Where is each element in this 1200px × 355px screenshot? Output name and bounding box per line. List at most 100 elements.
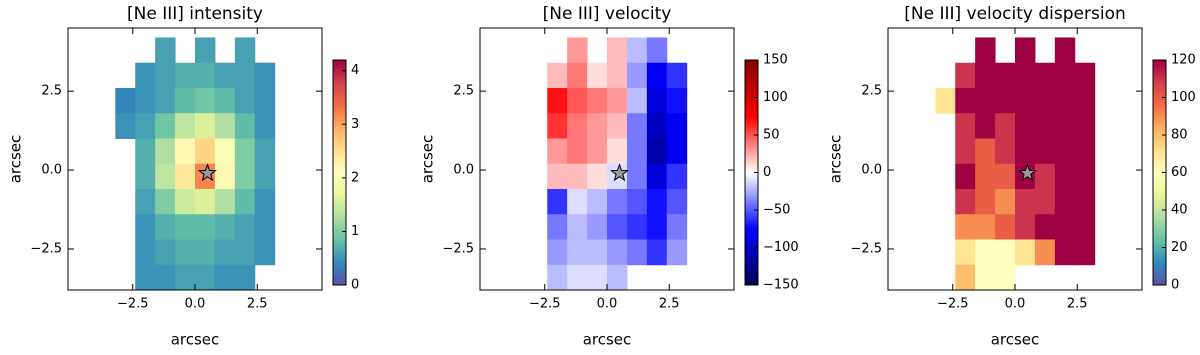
colorbar-segment [745,188,758,191]
colorbar-segment [745,123,758,126]
pixel [547,239,568,266]
colorbar-segment [333,114,346,117]
colorbar-segment [745,60,758,63]
colorbar-segment [333,264,346,268]
colorbar-segment [1153,222,1166,225]
colorbar-segment [745,116,758,119]
pixel [175,113,196,139]
colorbar-segment [745,226,758,230]
pixel [1015,113,1036,139]
colorbar-tick-label: −100 [763,240,799,255]
colorbar-segment [745,96,758,99]
pixel [955,163,976,190]
pixel [626,87,648,114]
colorbar-segment [745,71,758,74]
colorbar-segment [745,163,758,167]
pixel [547,214,568,240]
colorbar-segment [745,132,758,135]
colorbar-segment [1153,141,1166,144]
pixel [626,163,648,190]
pixel [214,264,236,291]
colorbar-segment [745,75,758,79]
colorbar-segment [333,201,346,205]
colorbar-tick-label: 1 [351,224,359,239]
colorbar-segment [745,183,758,187]
pixel [1054,214,1076,240]
pixel [587,239,608,266]
colorbar-tick-label: 50 [763,128,780,143]
colorbar-segment [745,192,758,196]
colorbar-segment [745,210,758,214]
colorbar-segment [333,100,346,104]
colorbar-segment [333,233,346,236]
pixel [214,188,236,215]
pixel [567,163,588,190]
colorbar-segment [745,186,758,189]
colorbar-segment [333,91,346,95]
pixel [567,239,588,266]
colorbar-segment [1153,100,1166,104]
colorbar-segment [745,179,758,182]
pixel [975,188,996,215]
pixel [626,62,648,89]
colorbar-segment [1153,152,1166,155]
pixel [587,62,608,89]
colorbar-segment [745,215,758,218]
pixel [1054,138,1076,165]
pixel [587,138,608,165]
colorbar-segment [333,179,346,182]
colorbar-tick-label: 20 [1171,240,1188,255]
pixel [135,62,156,89]
colorbar-segment [745,177,758,180]
pixel [1074,113,1096,139]
colorbar-segment [333,73,346,77]
pixel [1054,62,1076,89]
panel-title: [Ne III] velocity dispersion [904,4,1126,24]
pixel [195,239,216,266]
pixel [547,138,568,165]
colorbar-segment [1153,181,1166,185]
colorbar-segment [745,278,758,281]
x-tick-label: −2.5 [117,297,149,312]
colorbar-segment [745,195,758,198]
colorbar-segment [1153,249,1166,252]
x-tick-label: 2.5 [1067,297,1088,312]
pixel [135,214,156,240]
pixel [646,163,668,190]
pixel [995,188,1016,215]
colorbar-segment [1153,138,1166,142]
colorbar-segment [1153,174,1166,178]
colorbar-segment [745,199,758,203]
x-tick-label: 2.5 [659,297,680,312]
colorbar-segment [1153,179,1166,182]
colorbar-segment [745,127,758,131]
colorbar-segment [1153,206,1166,209]
star-marker [198,163,217,182]
colorbar-segment [1153,278,1166,281]
pixel [607,239,628,266]
pixel [214,138,236,165]
pixel [1054,239,1076,266]
pixel [175,239,196,266]
pixel [254,138,276,165]
colorbar-segment [333,102,346,106]
colorbar-segment [745,249,758,252]
pixel [975,239,996,266]
colorbar-segment [333,204,346,207]
colorbar-segment [333,273,346,277]
colorbar-segment [745,269,758,272]
colorbar-segment [1153,73,1166,77]
colorbar-segment [745,125,758,128]
colorbar-segment [333,240,346,243]
pixel [587,163,608,190]
colorbar-segment [745,237,758,241]
colorbar-segment [333,134,346,137]
pixel [955,188,976,215]
colorbar-segment [745,190,758,194]
pixel [646,37,668,64]
y-tick-label: 2.5 [41,84,62,99]
colorbar-segment [333,195,346,198]
pixel [567,62,588,89]
colorbar-segment [1153,150,1166,153]
colorbar-segment [333,255,346,259]
